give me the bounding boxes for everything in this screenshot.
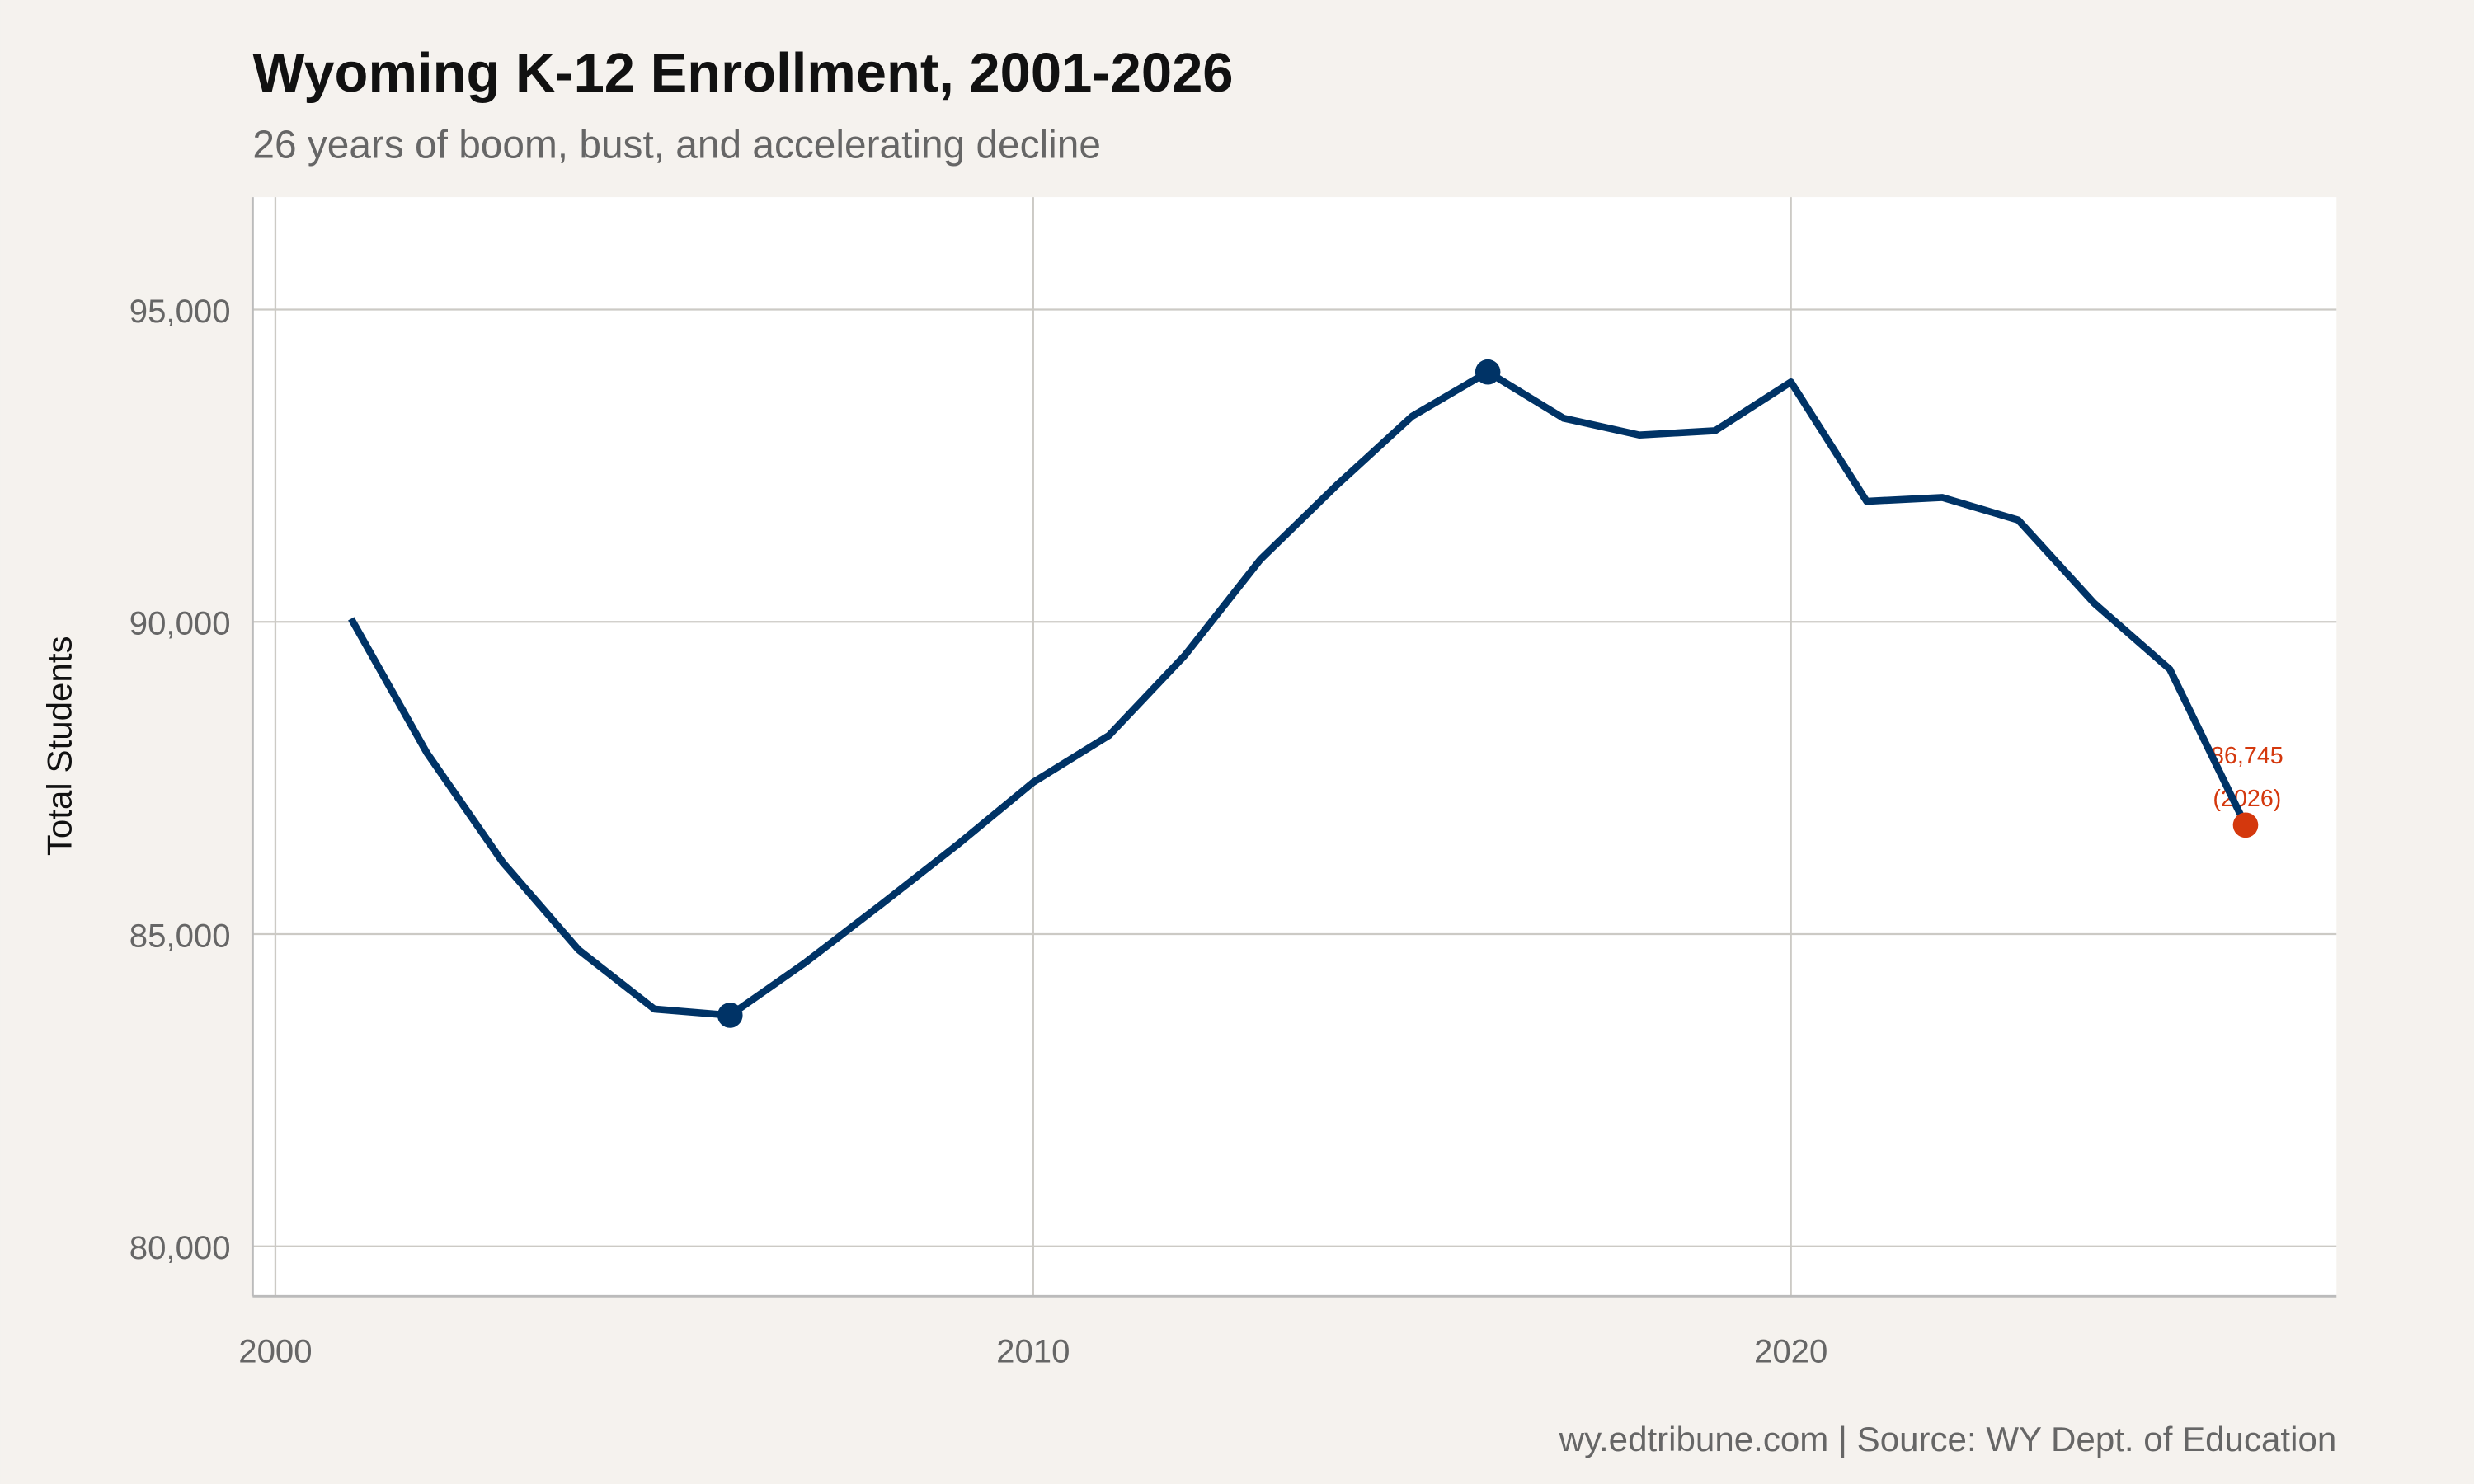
- chart-title: Wyoming K-12 Enrollment, 2001-2026: [252, 42, 1233, 104]
- highlight-point: [1475, 359, 1501, 385]
- gridlines: [252, 197, 2337, 1297]
- highlight-point: [717, 1003, 743, 1028]
- annotation-value: 86,745: [2211, 743, 2284, 769]
- y-axis-label: Total Students: [40, 636, 78, 856]
- chart-subtitle: 26 years of boom, bust, and accelerating…: [252, 123, 1101, 167]
- annotation: 86,745 (2026): [2211, 743, 2284, 812]
- y-tick-label: 80,000: [129, 1229, 231, 1266]
- x-tick-label: 2000: [238, 1333, 312, 1370]
- x-tick-label: 2020: [1754, 1333, 1827, 1370]
- enrollment-line: [348, 368, 2249, 1019]
- x-tick-label: 2010: [996, 1333, 1070, 1370]
- y-tick-label: 90,000: [129, 605, 231, 642]
- x-tick-labels: 2000 2010 2020: [238, 1333, 1827, 1370]
- annotation-year: (2026): [2213, 786, 2281, 812]
- y-tick-labels: 80,000 85,000 90,000 95,000: [129, 293, 231, 1266]
- y-tick-label: 85,000: [129, 917, 231, 954]
- y-tick-label: 95,000: [129, 293, 231, 330]
- chart-caption: wy.edtribune.com | Source: WY Dept. of E…: [1559, 1420, 2337, 1458]
- highlight-points: [717, 359, 2259, 1028]
- highlight-point: [2232, 812, 2259, 838]
- plot-panel: [252, 197, 2337, 1297]
